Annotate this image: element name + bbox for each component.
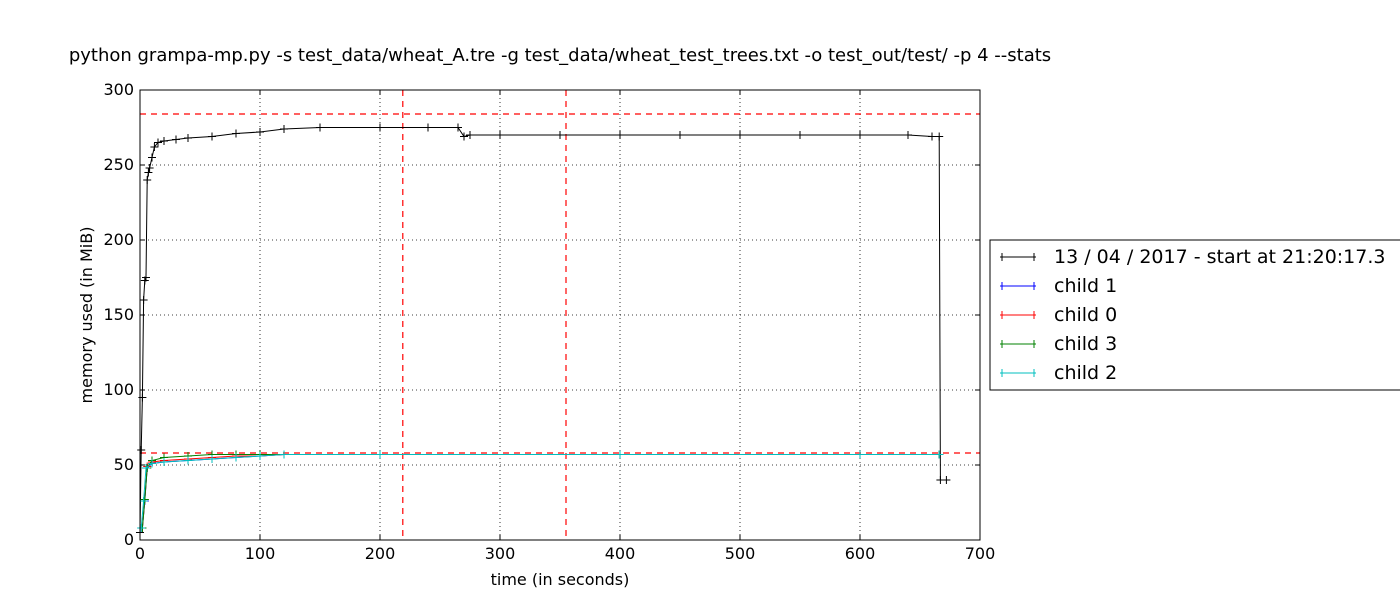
data-point-marker (154, 138, 162, 147)
data-point-marker (616, 450, 624, 459)
data-point-marker (145, 164, 154, 172)
x-tick-label: 200 (365, 544, 396, 563)
data-point-marker (142, 464, 150, 472)
data-point-marker (496, 131, 504, 139)
data-point-marker (160, 137, 168, 145)
legend-swatch-marker (1000, 253, 1035, 261)
data-point-marker (796, 131, 804, 139)
data-point-marker (935, 132, 944, 141)
data-point-marker (935, 450, 944, 459)
series-line (141, 454, 940, 529)
data-point-marker (856, 450, 864, 459)
legend-swatch-marker (1000, 311, 1035, 319)
x-tick-label: 600 (845, 544, 876, 563)
data-point-marker (556, 131, 564, 139)
plot-grid (140, 90, 980, 540)
chart-title: python grampa-mp.py -s test_data/wheat_A… (69, 45, 1051, 66)
data-point-marker (137, 524, 146, 532)
series-child-2 (137, 450, 944, 532)
data-point-marker (736, 131, 744, 139)
data-point-marker (856, 131, 864, 139)
data-point-marker (137, 446, 146, 454)
axis-ticks: 0 100 200 300 400 500 600 700 0 50 100 150 200 250 300 (103, 80, 995, 563)
data-point-marker (139, 497, 148, 505)
data-point-marker (460, 132, 468, 141)
legend-label: child 2 (1054, 362, 1117, 384)
data-point-marker (376, 450, 384, 459)
data-point-marker (616, 131, 624, 139)
data-point-marker (143, 176, 152, 184)
x-tick-label: 100 (245, 544, 276, 563)
data-point-marker (208, 455, 216, 463)
x-tick-label: 0 (135, 544, 145, 563)
data-point-marker (208, 132, 216, 141)
data-point-marker (144, 168, 153, 177)
data-point-marker (184, 134, 192, 142)
data-point-marker (454, 123, 462, 132)
y-tick-label: 250 (103, 155, 134, 174)
data-point-marker (148, 153, 156, 162)
series-child-1 (138, 450, 944, 532)
data-point-marker (140, 495, 149, 504)
data-point-marker (280, 450, 288, 459)
data-point-marker (232, 129, 240, 138)
legend-label: child 0 (1054, 304, 1117, 326)
series-line (141, 454, 940, 529)
legend-swatch-marker (1000, 282, 1035, 290)
data-point-marker (280, 125, 288, 133)
data-point-marker (904, 131, 912, 139)
data-point-marker (160, 458, 168, 466)
y-tick-label: 300 (103, 80, 134, 99)
x-tick-label: 700 (965, 544, 996, 563)
data-point-marker (172, 135, 180, 144)
data-point-marker (232, 453, 240, 462)
series-line (140, 454, 940, 529)
legend-swatch-marker (1000, 369, 1035, 377)
data-point-marker (942, 476, 951, 484)
legend-swatch-marker (1000, 340, 1035, 348)
data-point-marker (150, 143, 159, 151)
data-point-marker (256, 128, 264, 136)
series-child-3 (138, 450, 944, 532)
series-child-0 (138, 450, 944, 532)
data-point-marker (148, 459, 156, 468)
series-main-process (136, 123, 951, 537)
series-layer (136, 123, 951, 537)
legend-box (989, 239, 1400, 391)
y-tick-label: 150 (103, 305, 134, 324)
series-line (139, 127, 947, 533)
y-axis-label: memory used (in MiB) (77, 227, 96, 404)
data-point-marker (139, 296, 148, 304)
data-point-marker (184, 456, 192, 465)
reference-lines (140, 90, 980, 540)
data-point-marker (676, 131, 684, 139)
data-point-marker (142, 273, 150, 282)
data-point-marker (928, 132, 936, 141)
series-line (141, 454, 940, 529)
legend-label: child 3 (1054, 333, 1117, 355)
y-tick-label: 100 (103, 380, 134, 399)
legend-label: child 1 (1054, 275, 1117, 297)
data-point-marker (256, 452, 264, 460)
data-point-marker (376, 123, 384, 132)
legend: 13 / 04 / 2017 - start at 21:20:17.3 chil… (989, 239, 1400, 391)
y-tick-label: 200 (103, 230, 134, 249)
data-point-marker (466, 131, 474, 139)
x-tick-label: 500 (725, 544, 756, 563)
x-tick-label: 400 (605, 544, 636, 563)
data-point-marker (424, 123, 432, 132)
x-axis-label: time (in seconds) (491, 570, 630, 589)
data-point-marker (316, 123, 324, 132)
x-tick-label: 300 (485, 544, 516, 563)
y-tick-label: 0 (124, 530, 134, 549)
y-tick-label: 50 (114, 455, 134, 474)
legend-label: 13 / 04 / 2017 - start at 21:20:17.3 (1054, 246, 1386, 268)
